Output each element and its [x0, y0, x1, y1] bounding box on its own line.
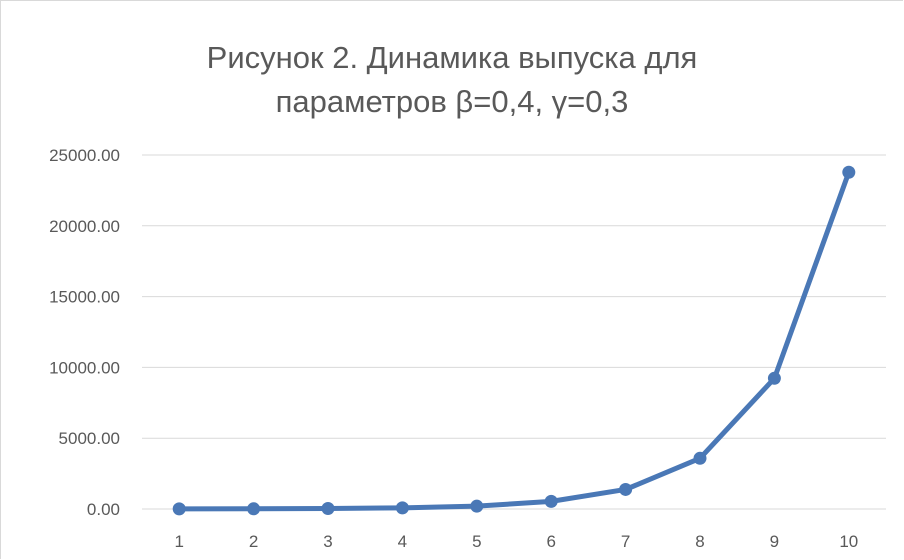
- chart-title-line-2: параметров β=0,4, γ=0,3: [275, 84, 629, 119]
- x-tick-label: 4: [398, 532, 407, 551]
- data-point: [842, 165, 856, 179]
- x-tick-label: 1: [174, 532, 183, 551]
- y-tick-label: 25000.00: [49, 146, 120, 165]
- series-line: [176, 169, 852, 512]
- y-tick-label: 10000.00: [49, 358, 120, 377]
- data-point: [247, 502, 261, 516]
- x-tick-label: 6: [546, 532, 555, 551]
- chart-title-line-1: Рисунок 2. Динамика выпуска для: [206, 40, 698, 75]
- x-tick-label: 8: [695, 532, 704, 551]
- x-tick-label: 5: [472, 532, 481, 551]
- y-tick-label: 0.00: [87, 500, 120, 519]
- data-point: [395, 501, 409, 515]
- data-point: [693, 451, 707, 465]
- data-point: [619, 482, 633, 496]
- x-tick-label: 7: [621, 532, 630, 551]
- x-tick-label: 10: [839, 532, 858, 551]
- data-point: [544, 494, 558, 508]
- data-point: [767, 371, 781, 385]
- y-tick-label: 5000.00: [59, 429, 120, 448]
- data-point: [172, 502, 186, 516]
- data-point: [321, 502, 335, 516]
- y-tick-label: 15000.00: [49, 288, 120, 307]
- y-tick-label: 20000.00: [49, 217, 120, 236]
- chart-title: Рисунок 2. Динамика выпуска для параметр…: [0, 36, 904, 124]
- x-tick-label: 3: [323, 532, 332, 551]
- x-tick-label: 2: [249, 532, 258, 551]
- x-tick-label: 9: [770, 532, 779, 551]
- data-point: [470, 499, 484, 513]
